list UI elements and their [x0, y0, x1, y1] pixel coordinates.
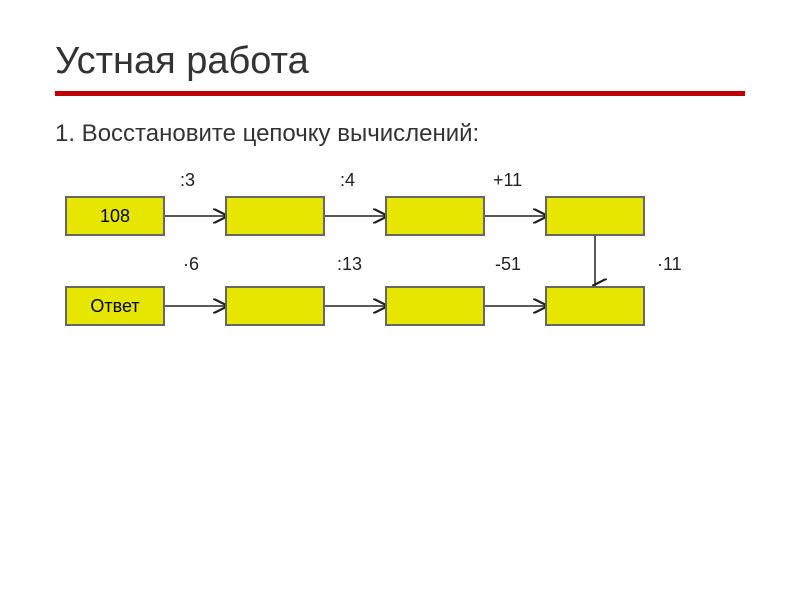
page-title: Устная работа [55, 40, 745, 83]
flowchart-node [545, 286, 645, 326]
flowchart-node: 108 [65, 196, 165, 236]
flowchart-node [385, 196, 485, 236]
flowchart-node [225, 196, 325, 236]
flowchart-node [545, 196, 645, 236]
flowchart-node [385, 286, 485, 326]
flowchart-edge-label: ·11 [657, 254, 682, 275]
flowchart-node-label: 108 [100, 206, 130, 227]
flowchart-node [225, 286, 325, 326]
flowchart-edge-label: :3 [180, 170, 195, 191]
flowchart-edge-label: ·6 [183, 254, 199, 275]
flowchart: 108 Ответ :3 :4 +11 ·11 -51 :13 ·6 [65, 166, 705, 386]
title-rule [55, 91, 745, 96]
flowchart-edge-label: :4 [340, 170, 355, 191]
flowchart-edge-label: +11 [493, 170, 522, 191]
flowchart-node-label: Ответ [90, 296, 139, 317]
flowchart-edge-label: -51 [495, 254, 521, 275]
flowchart-node: Ответ [65, 286, 165, 326]
subtitle: 1. Восстановите цепочку вычислений: [55, 120, 745, 148]
flowchart-edge-label: :13 [337, 254, 362, 275]
